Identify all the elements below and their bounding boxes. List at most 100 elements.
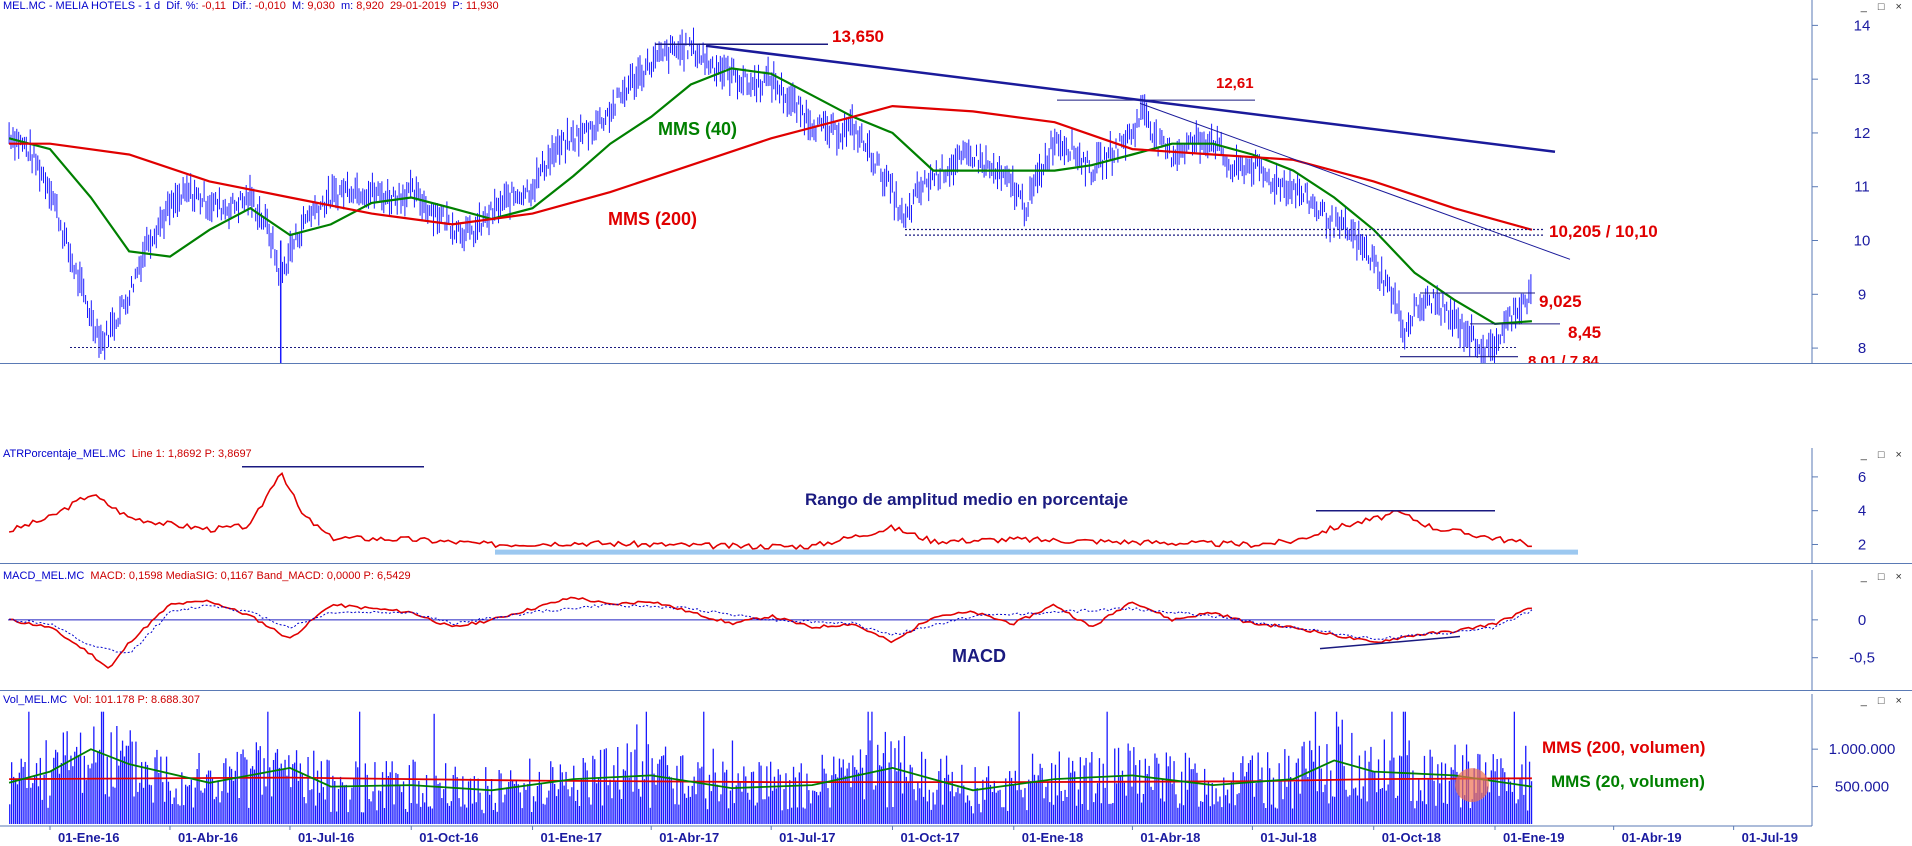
volume-bar (1442, 802, 1445, 824)
volume-bar (137, 791, 139, 824)
y-tick-label: 8 (1858, 340, 1866, 357)
volume-bar (947, 774, 950, 824)
volume-bar (754, 805, 756, 824)
volume-bar (414, 761, 416, 824)
atr-panel: ATRPorcentaje_MEL.MC Line 1: 1,8692 P: 3… (0, 448, 1912, 564)
volume-bar (374, 762, 376, 824)
p-value: 11,930 (465, 0, 499, 12)
volume-bar (806, 773, 808, 824)
volume-bar (982, 779, 984, 824)
volume-bar (508, 782, 510, 824)
volume-bar (74, 751, 76, 824)
volume-bar (381, 772, 384, 824)
volume-bar (492, 810, 495, 824)
volume-bar (144, 761, 147, 824)
volume-bar (519, 792, 521, 824)
volume-bar (1265, 808, 1267, 824)
volume-bar (573, 765, 575, 824)
y-tick-label: 10 (1854, 233, 1871, 250)
volume-bar (343, 785, 345, 824)
volume-bar (81, 792, 84, 824)
volume-bar (565, 771, 567, 824)
volume-bar (1364, 750, 1366, 824)
volume-bar (1242, 756, 1244, 824)
volume-bar (1500, 758, 1502, 824)
volume-bar (582, 758, 584, 824)
volume-bar (307, 757, 309, 824)
macd-panel: MACD_MEL.MC MACD: 0,1598 MediaSIG: 0,116… (0, 570, 1912, 691)
volume-bar (622, 769, 625, 824)
volume-bar (360, 812, 363, 824)
volume-bar (64, 755, 66, 824)
volume-bar (133, 796, 135, 824)
volume-bar (1217, 801, 1219, 824)
volume-bar (924, 758, 927, 824)
volume-bar (909, 764, 911, 824)
volume-ma-line-1 (8, 748, 1533, 792)
atr-window-controls[interactable]: _ □ × (1860, 449, 1906, 461)
volume-bar (1062, 801, 1064, 824)
volume-bar (978, 803, 980, 824)
volume-bar (271, 796, 273, 824)
volume-bar (1045, 786, 1047, 824)
volume-bar (330, 811, 332, 824)
volume-bar (443, 789, 445, 824)
volume-highlight-circle (1455, 768, 1489, 803)
volume-bar (13, 776, 15, 824)
volume-bar (408, 765, 410, 824)
volume-bar (653, 773, 655, 824)
volume-bar (1429, 749, 1431, 824)
volume-bar (586, 770, 588, 824)
volume-bar (1039, 763, 1041, 824)
volume-bar (439, 782, 441, 824)
volume-bar (745, 776, 747, 824)
volume-bar (490, 779, 493, 824)
volume-bar (592, 755, 594, 824)
volume-bar (248, 807, 250, 824)
volume-bar (972, 813, 974, 824)
volume-bar (808, 790, 810, 824)
volume-bar (255, 742, 257, 824)
volume-bar (234, 770, 236, 824)
volume-bar (286, 775, 288, 824)
min-value: 8,920 (356, 0, 384, 12)
volume-bar (83, 755, 85, 824)
volume-bar (1070, 772, 1072, 824)
volume-bar (274, 752, 277, 824)
max-value: 9,030 (307, 0, 335, 12)
volume-bar (976, 788, 978, 824)
price-window-controls[interactable]: _ □ × (1860, 1, 1906, 13)
volume-bar (1381, 788, 1383, 824)
volume-bar (1439, 783, 1441, 824)
volume-bar (1051, 763, 1053, 824)
x-tick-label: 01-Jul-16 (298, 830, 354, 845)
volume-bar (339, 776, 342, 824)
volume-bar (469, 778, 472, 824)
volume-bar (485, 767, 487, 824)
volume-bar (1383, 739, 1385, 824)
volume-bar (238, 798, 240, 824)
volume-bar (810, 803, 812, 824)
volume-bar (1072, 760, 1074, 824)
macd-window-controls[interactable]: _ □ × (1860, 571, 1906, 583)
date-value: 29-01-2019 (389, 0, 447, 12)
volume-bar (532, 796, 535, 824)
volume-panel-title: Vol_MEL.MC Vol: 101.178 P: 8.688.307 (3, 694, 200, 706)
volume-panel: Vol_MEL.MC Vol: 101.178 P: 8.688.307 _ □… (0, 694, 1912, 846)
volume-bar (617, 747, 619, 824)
volume-window-controls[interactable]: _ □ × (1860, 695, 1906, 707)
volume-bar (372, 791, 374, 824)
volume-bar (1033, 774, 1036, 824)
volume-bar (127, 745, 129, 824)
volume-bar (1481, 792, 1483, 824)
volume-bar (1437, 764, 1439, 824)
volume-bar (1058, 751, 1060, 824)
volume-bar (1096, 783, 1099, 824)
volume-bar (462, 776, 464, 824)
volume-bar (1513, 711, 1515, 824)
volume-bar (125, 745, 127, 824)
y-tick-label: 12 (1854, 125, 1871, 142)
volume-bar (674, 804, 676, 824)
volume-bar (259, 746, 261, 824)
volume-bar (771, 790, 774, 824)
